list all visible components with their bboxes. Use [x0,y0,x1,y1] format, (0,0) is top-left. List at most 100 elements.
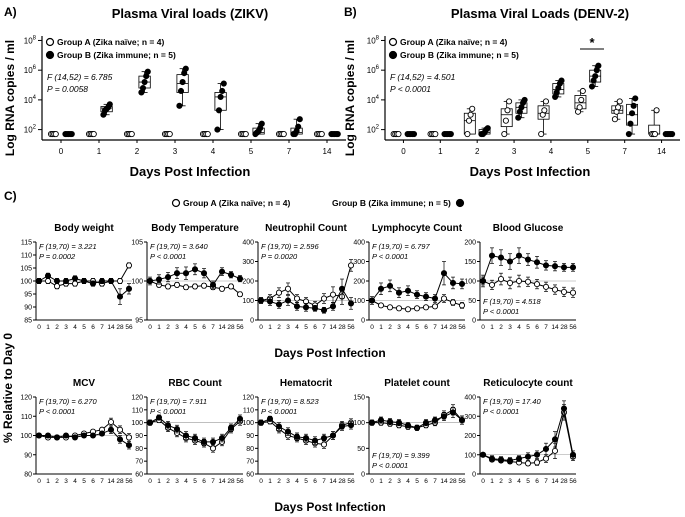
y-tick-label: 100 [242,420,254,427]
stat-f: F (19,70) = 17.40 [483,397,541,406]
x-tick-label: 2 [55,324,59,331]
y-tick-label: 70 [135,459,143,466]
x-tick-label: 56 [236,324,244,331]
y-tick-label: 100 [20,433,32,440]
x-tick-label: 56 [458,478,466,485]
x-tick-label: 7 [322,478,326,485]
x-tick-label: 2 [499,324,503,331]
x-tick-label: 0 [259,324,263,331]
legend-label-b: Group B (Zika immune; n = 5) [57,50,176,60]
x-tick-label: 3 [286,324,290,331]
data-point-filled [139,84,147,92]
x-tick-label: 14 [440,478,448,485]
y-tick-label: 115 [21,240,32,247]
data-point-filled [449,409,457,416]
x-tick-label: 1 [157,324,161,331]
data-point-filled [125,442,133,449]
legend-marker-filled [45,50,55,60]
x-tick-label: 6 [424,324,428,331]
data-point-filled [347,422,355,429]
chart-b: 102 104 106 108 0 1 2 3 4 5 7 14 Group A (Zika naïve… [367,35,680,156]
x-tick-label: 3 [64,478,68,485]
stat-p: P < 0.0001 [390,84,431,94]
x-tick-label: 3 [64,324,68,331]
data-point-filled [395,419,403,426]
x-tick-label: 1 [490,478,494,485]
data-point-filled [368,297,376,304]
x-tick-label: 14 [329,324,337,331]
data-point-filled [227,271,235,278]
x-tick-label: 3 [286,478,290,485]
data-point-filled [302,435,310,442]
data-point-filled [458,417,466,424]
data-point-filled [116,436,124,443]
data-point-open [524,460,532,467]
x-tick-label: 3 [512,147,517,156]
data-point-filled [141,79,148,86]
data-point-open [504,107,511,114]
data-point-filled [404,422,412,429]
data-point-open [488,281,496,288]
x-tick-label: 28 [560,478,568,485]
panel-c-legend-b: Group B (Zika immune; n = 5) [332,198,451,208]
stat-f: F (14,52) = 4.501 [390,72,456,82]
y-tick-label: 50 [357,446,365,453]
data-point-open [116,277,124,285]
data-point-open [422,304,430,311]
y-tick-label: 50 [468,298,476,305]
x-tick-label: 7 [622,147,627,156]
x-tick-label: 3 [173,147,178,156]
data-point-filled [320,307,328,314]
stat-f: F (19,70) = 3.221 [39,242,97,251]
data-point-filled [182,65,189,72]
x-tick-label: 28 [449,478,457,485]
subplot-title: Blood Glucose [493,223,564,234]
data-point-filled [89,280,97,287]
panel-b-ylabel: Log RNA copies / ml [343,40,357,156]
x-tick-label: 56 [458,324,466,331]
data-point-filled [422,293,430,300]
data-point-filled [542,445,550,453]
legend-marker-open [45,37,55,47]
data-point-filled [431,417,439,424]
data-point-open [182,284,190,291]
data-point-open [506,98,513,105]
x-tick-label: 4 [184,324,188,331]
x-tick-label: 28 [449,324,457,331]
x-tick-label: 5 [82,324,86,331]
y-tick-label: 80 [135,446,143,453]
x-tick-label: 0 [481,324,485,331]
data-point-filled [215,107,223,114]
x-tick-label: 4 [549,147,554,156]
data-point-filled [311,305,319,312]
x-tick-label: 5 [526,324,530,331]
data-point-open [497,275,505,283]
data-point-filled [588,83,596,90]
data-point-filled [630,102,637,109]
x-tick-label: 7 [322,324,326,331]
data-point-open [284,285,292,292]
data-point-open [432,131,439,138]
x-tick-label: 7 [287,147,292,156]
data-point-open [465,117,473,124]
stat-f: F (19,70) = 8.523 [261,397,319,406]
data-point-filled [479,277,487,285]
data-point-filled [236,275,244,282]
x-tick-label: 7 [433,478,437,485]
data-point-open [440,295,448,302]
x-tick-label: 14 [218,478,226,485]
data-point-filled [146,277,154,285]
x-tick-label: 2 [55,478,59,485]
data-point-filled [404,287,412,294]
data-point-filled [521,96,528,103]
data-point-filled [515,455,523,462]
x-tick-label: 56 [236,478,244,485]
x-tick-label: 4 [295,478,299,485]
data-point-filled [155,276,163,283]
y-tick-label: 90 [24,452,32,459]
x-tick-label: 2 [166,324,170,331]
data-point-filled [338,285,346,292]
data-point-filled [80,432,88,439]
stat-f: F (19,70) = 7.911 [150,397,207,406]
